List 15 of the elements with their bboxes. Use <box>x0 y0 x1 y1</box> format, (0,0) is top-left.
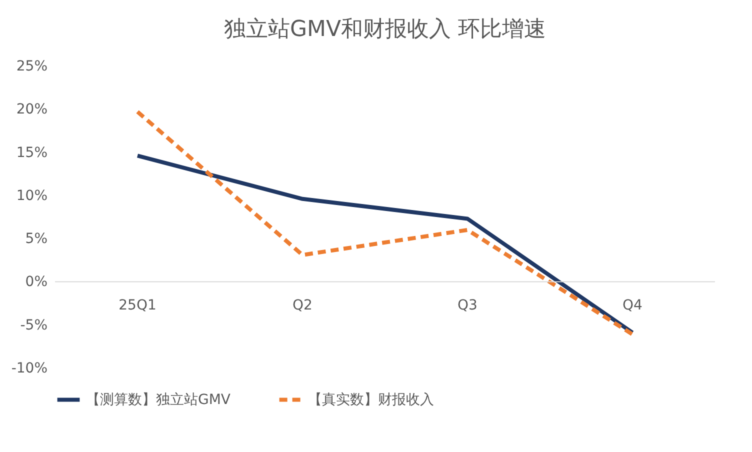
y-tick-label: 25% <box>16 58 48 74</box>
y-tick-label: -5% <box>20 317 48 334</box>
x-tick-label: 25Q1 <box>118 298 156 314</box>
chart-title: 独立站GMV和财报收入 环比增速 <box>224 17 546 42</box>
legend-label: 【真实数】财报收入 <box>308 392 434 408</box>
y-tick-label: 5% <box>25 231 48 248</box>
y-tick-label: -10% <box>11 360 48 376</box>
x-tick-label: Q4 <box>622 298 643 314</box>
x-tick-label: Q3 <box>458 298 478 314</box>
y-tick-label: 20% <box>16 102 48 118</box>
y-tick-label: 15% <box>16 144 48 161</box>
y-tick-label: 10% <box>16 188 48 204</box>
legend-label: 【测算数】独立站GMV <box>86 392 231 408</box>
y-tick-label: 0% <box>25 274 48 290</box>
x-tick-label: Q2 <box>292 298 312 314</box>
